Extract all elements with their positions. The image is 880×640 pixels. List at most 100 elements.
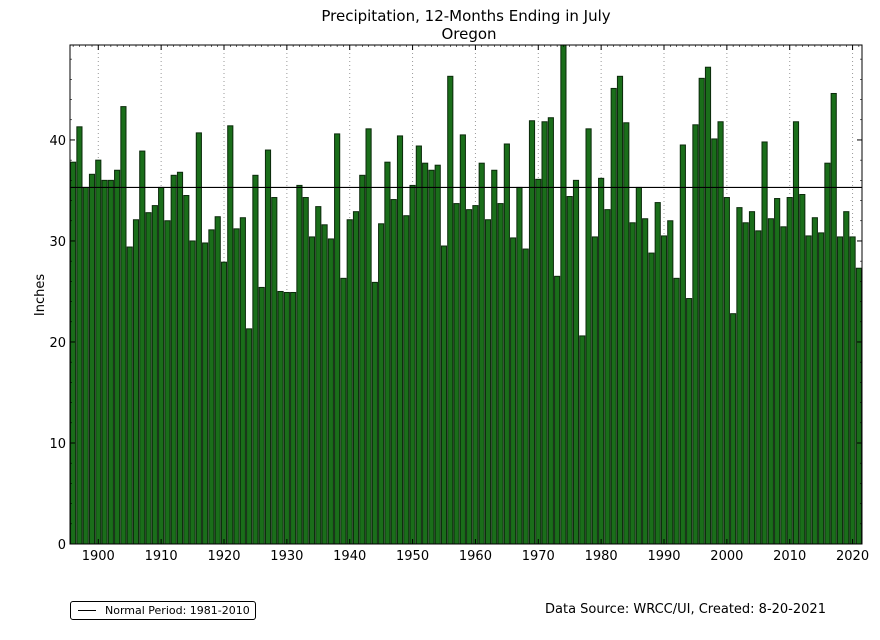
bar-1931	[290, 291, 297, 545]
bar-2008	[774, 198, 781, 545]
bar-1970	[535, 178, 542, 545]
bar-1908	[145, 212, 152, 545]
x-tick-label: 2010	[773, 549, 806, 564]
bar-1903	[114, 169, 121, 545]
bar-1969	[528, 120, 536, 545]
bar-1907	[139, 150, 146, 545]
bar-1978	[585, 128, 592, 545]
bar-1902	[107, 179, 114, 545]
bar-1947	[390, 199, 397, 545]
x-tick-label: 1930	[270, 549, 303, 564]
bar-1987	[642, 218, 649, 545]
bar-1967	[516, 186, 523, 545]
plot-frame	[69, 44, 863, 545]
bar-2012	[799, 193, 806, 545]
bar-1948	[396, 135, 404, 545]
bar-1922	[233, 228, 240, 545]
bar-1991	[667, 220, 674, 545]
bar-1933	[302, 197, 309, 545]
bar-1977	[579, 335, 586, 545]
bar-1941	[352, 211, 360, 545]
bar-1994	[686, 298, 693, 545]
bar-2019	[843, 211, 850, 545]
bar-2018	[836, 236, 844, 545]
bar-1943	[365, 128, 372, 545]
x-tick-label: 1940	[333, 549, 366, 564]
bar-2017	[830, 92, 837, 545]
y-tick-label: 0	[58, 538, 66, 553]
bar-1965	[503, 143, 510, 545]
bar-2020	[849, 236, 856, 545]
bar-1954	[434, 164, 441, 545]
bar-1968	[522, 248, 529, 545]
bar-1920	[220, 261, 228, 545]
legend-line-icon	[78, 610, 96, 611]
bar-2001	[730, 313, 737, 545]
bar-1986	[635, 186, 642, 545]
bar-1975	[566, 196, 573, 545]
x-tick-label: 1990	[647, 549, 680, 564]
bar-1980	[598, 177, 605, 545]
legend: Normal Period: 1981-2010	[70, 601, 256, 620]
bar-1990	[660, 235, 668, 545]
legend-label: Normal Period: 1981-2010	[105, 604, 250, 617]
bar-1926	[258, 286, 265, 545]
bar-1923	[239, 217, 246, 545]
x-tick-label: 1920	[207, 549, 240, 564]
bar-1979	[591, 236, 598, 545]
bar-1961	[478, 162, 485, 545]
x-tick-label: 1900	[82, 549, 115, 564]
bar-1981	[604, 209, 611, 545]
bar-1935	[315, 206, 322, 545]
bar-1999	[717, 121, 724, 545]
bar-1927	[264, 149, 272, 545]
bar-1973	[554, 275, 561, 545]
y-tick-label: 40	[49, 134, 66, 149]
bar-1909	[151, 205, 158, 545]
bar-1897	[76, 126, 83, 545]
bar-1915	[189, 240, 196, 545]
bar-2010	[786, 197, 793, 545]
bar-1949	[403, 215, 410, 545]
bar-1966	[510, 237, 517, 545]
bar-2003	[742, 222, 749, 545]
bar-1962	[484, 219, 492, 545]
bar-1983	[616, 75, 624, 545]
bar-1952	[422, 162, 429, 545]
x-tick-label: 2000	[710, 549, 743, 564]
bar-1904	[120, 106, 127, 545]
bar-1913	[176, 171, 184, 545]
bar-1951	[415, 145, 422, 545]
bar-1914	[183, 195, 190, 545]
bar-1956	[447, 75, 454, 545]
bar-1959	[466, 209, 473, 545]
bar-2006	[761, 141, 768, 545]
y-tick-label: 10	[49, 437, 66, 452]
bar-1899	[88, 173, 96, 545]
bar-2015	[818, 232, 825, 545]
bar-2004	[748, 211, 756, 545]
bar-1929	[277, 290, 284, 545]
bar-1985	[629, 222, 636, 545]
bar-1925	[252, 174, 259, 545]
bar-1936	[321, 224, 328, 545]
data-source-note: Data Source: WRCC/UI, Created: 8-20-2021	[545, 602, 826, 617]
bar-2007	[767, 218, 774, 545]
bar-1944	[371, 281, 378, 545]
bar-1918	[208, 229, 215, 545]
x-tick-label: 1910	[145, 549, 178, 564]
bar-1930	[283, 291, 290, 545]
bar-1910	[158, 186, 165, 545]
bar-1976	[572, 179, 580, 545]
bar-1906	[132, 219, 140, 545]
bar-1921	[227, 125, 234, 545]
bar-1972	[547, 117, 554, 545]
bar-1953	[428, 169, 435, 545]
x-tick-label: 2020	[836, 549, 869, 564]
bar-1911	[164, 220, 171, 545]
bar-1917	[202, 242, 209, 545]
y-tick-label: 30	[49, 235, 66, 250]
bar-1988	[648, 252, 655, 545]
bar-1912	[170, 174, 177, 545]
